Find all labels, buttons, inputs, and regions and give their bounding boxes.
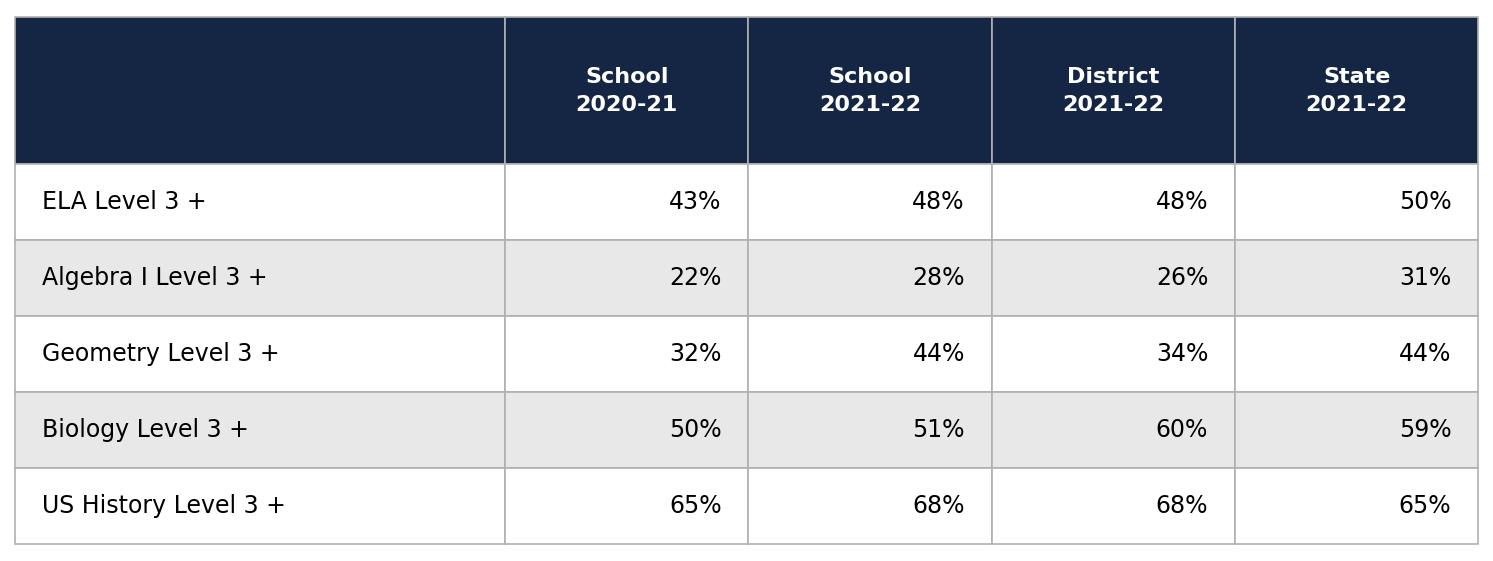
Bar [15,164,505,241]
Bar [15,17,505,164]
Bar [15,468,505,544]
Bar [505,241,748,316]
Text: School
2021-22: School 2021-22 [820,67,921,114]
Text: 48%: 48% [912,190,964,214]
Bar [505,392,748,468]
Bar [991,316,1235,392]
Bar [505,316,748,392]
Bar [1235,316,1478,392]
Text: 68%: 68% [912,494,964,518]
Bar [505,17,748,164]
Bar [1235,468,1478,544]
Text: State
2021-22: State 2021-22 [1306,67,1408,114]
Text: 50%: 50% [669,419,721,442]
Text: Geometry Level 3 +: Geometry Level 3 + [42,342,279,366]
Bar [748,316,991,392]
Text: 51%: 51% [912,419,964,442]
Text: 26%: 26% [1156,266,1208,291]
Text: District
2021-22: District 2021-22 [1063,67,1165,114]
Bar [15,392,505,468]
Bar [991,241,1235,316]
Text: 31%: 31% [1399,266,1451,291]
Bar [15,241,505,316]
Text: Algebra I Level 3 +: Algebra I Level 3 + [42,266,267,291]
Text: 59%: 59% [1399,419,1451,442]
Text: 44%: 44% [1399,342,1451,366]
Text: US History Level 3 +: US History Level 3 + [42,494,285,518]
Text: ELA Level 3 +: ELA Level 3 + [42,190,206,214]
Bar [991,164,1235,241]
Bar [991,17,1235,164]
Bar [748,392,991,468]
Text: 28%: 28% [912,266,964,291]
Bar [748,468,991,544]
Bar [505,164,748,241]
Text: 32%: 32% [669,342,721,366]
Text: 65%: 65% [1399,494,1451,518]
Text: Biology Level 3 +: Biology Level 3 + [42,419,249,442]
Text: 43%: 43% [669,190,721,214]
Text: 65%: 65% [669,494,721,518]
Text: 50%: 50% [1399,190,1451,214]
Text: 34%: 34% [1156,342,1208,366]
Bar [991,392,1235,468]
Bar [748,17,991,164]
Text: 22%: 22% [669,266,721,291]
Bar [991,468,1235,544]
Bar [748,241,991,316]
Bar [1235,164,1478,241]
Text: School
2020-21: School 2020-21 [576,67,678,114]
Bar [505,468,748,544]
Bar [1235,17,1478,164]
Text: 60%: 60% [1156,419,1208,442]
Bar [1235,241,1478,316]
Bar [748,164,991,241]
Text: 68%: 68% [1156,494,1208,518]
Bar [1235,392,1478,468]
Text: 48%: 48% [1156,190,1208,214]
Bar [15,316,505,392]
Text: 44%: 44% [912,342,964,366]
